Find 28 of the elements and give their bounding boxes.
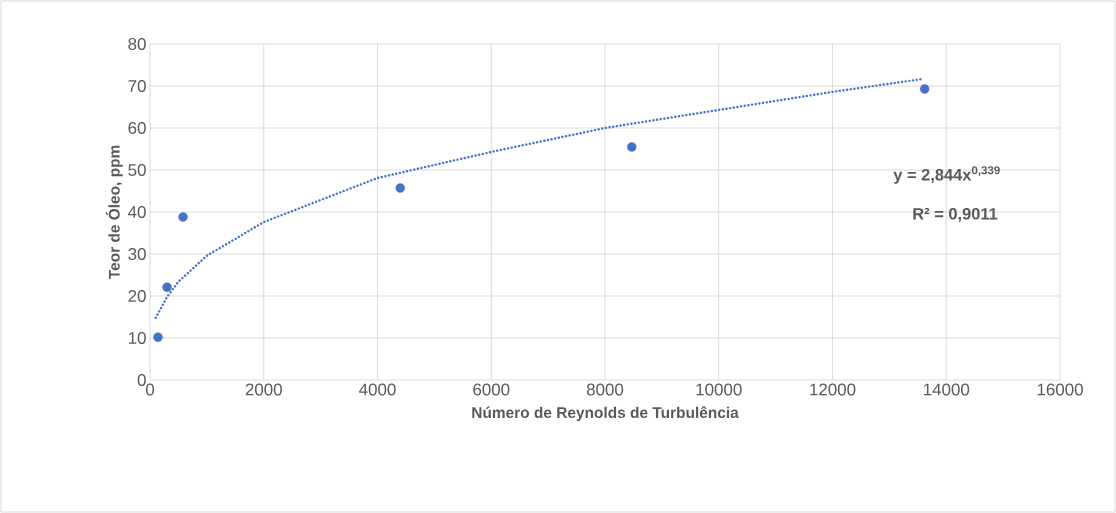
x-tick-label: 12000 [810, 383, 856, 396]
y-tick-label: 20 [128, 290, 146, 302]
y-tick-label: 70 [128, 80, 146, 92]
point [919, 84, 930, 94]
point [178, 212, 188, 222]
x-tick-label: 6000 [473, 383, 510, 396]
point [153, 332, 163, 342]
point [627, 142, 637, 152]
y-axis-title: Teor de Óleo, ppm [105, 145, 123, 280]
x-axis-title: Número de Reynolds de Turbulência [472, 406, 739, 422]
x-tick-label: 10000 [696, 383, 742, 396]
annotation: R² = 0,9011 [913, 207, 998, 223]
x-tick-label: 4000 [359, 383, 396, 396]
x-tick-label: 8000 [586, 383, 624, 396]
y-tick-label: 50 [128, 164, 146, 176]
y-tick-label: 60 [128, 122, 146, 134]
y-tick-label: 0 [137, 374, 146, 386]
x-tick-label: 0 [145, 383, 155, 396]
annotation: y = 2,844x$^{0,339}$ [893, 166, 1000, 184]
point [395, 183, 405, 193]
point [162, 282, 172, 292]
y-tick-label: 30 [128, 248, 146, 260]
x-tick-label: 2000 [245, 383, 282, 396]
y-tick-label: 80 [128, 38, 146, 50]
x-tick-label: 16000 [1037, 383, 1083, 396]
y-tick-label: 40 [128, 206, 146, 218]
y-tick-label: 10 [128, 332, 146, 344]
x-tick-label: 14000 [924, 383, 970, 396]
